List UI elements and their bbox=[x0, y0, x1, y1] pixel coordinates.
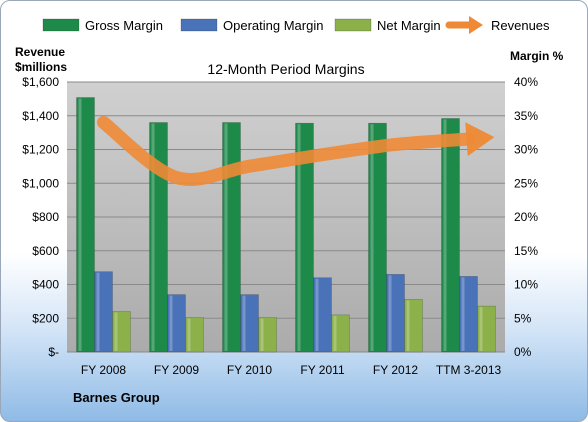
right-tick-label: 10% bbox=[514, 278, 538, 292]
right-tick-label: 20% bbox=[514, 210, 538, 224]
revenue-arrowhead bbox=[465, 122, 495, 157]
x-tick-label: FY 2011 bbox=[300, 363, 345, 377]
bar-highlight bbox=[151, 123, 155, 351]
right-axis-label: Margin % bbox=[510, 49, 564, 63]
legend-arrow-icon bbox=[469, 16, 483, 34]
x-tick-label: FY 2008 bbox=[81, 363, 126, 377]
bar-highlight bbox=[461, 277, 465, 351]
bar-gross-margin bbox=[441, 118, 460, 353]
bar-highlight bbox=[224, 123, 228, 351]
bar-net-margin bbox=[477, 305, 496, 353]
left-tick-label: $1,600 bbox=[22, 75, 59, 89]
x-tick-label: FY 2012 bbox=[373, 363, 418, 377]
bar-highlight bbox=[388, 275, 392, 351]
right-tick-label: 25% bbox=[514, 176, 538, 190]
right-tick-label: 0% bbox=[514, 345, 532, 359]
bar-gross-margin bbox=[222, 122, 241, 353]
bar-highlight bbox=[370, 124, 374, 351]
bar-highlight bbox=[169, 295, 173, 351]
x-tick-label: FY 2009 bbox=[154, 363, 199, 377]
legend: Gross Margin Operating Margin Net Margin Re… bbox=[42, 16, 550, 34]
bar-highlight bbox=[297, 124, 301, 351]
right-tick-label: 35% bbox=[514, 109, 538, 123]
bar-highlight bbox=[260, 318, 264, 351]
right-tick-label: 40% bbox=[514, 75, 538, 89]
revenue-line bbox=[97, 116, 475, 186]
bar-highlight bbox=[406, 300, 410, 351]
bar-net-margin bbox=[258, 317, 277, 353]
bar-highlight bbox=[479, 307, 483, 351]
bar-gross-margin bbox=[295, 122, 314, 353]
left-axis-label-line1: Revenue bbox=[15, 45, 65, 59]
left-axis-label-line2: $millions bbox=[15, 60, 67, 74]
left-tick-label: $800 bbox=[32, 210, 59, 224]
x-tick-label: FY 2010 bbox=[227, 363, 272, 377]
left-tick-label: $600 bbox=[32, 244, 59, 258]
legend-label-operating-margin: Operating Margin bbox=[223, 18, 323, 33]
left-tick-label: $1,000 bbox=[22, 176, 59, 190]
x-tick-label: TTM 3-2013 bbox=[436, 363, 502, 377]
legend-label-revenues: Revenues bbox=[491, 18, 550, 33]
left-tick-label: $1,400 bbox=[22, 109, 59, 123]
left-axis-ticks: $- $200 $400 $600 $800 $1,000 $1,200 $1,400 $1,6… bbox=[22, 75, 59, 359]
bar-net-margin bbox=[112, 311, 131, 353]
bar-net-margin bbox=[331, 314, 350, 353]
left-tick-label: $- bbox=[48, 345, 59, 359]
bar-highlight bbox=[315, 278, 319, 351]
right-tick-label: 15% bbox=[514, 244, 538, 258]
right-tick-label: 30% bbox=[514, 143, 538, 157]
bar-highlight bbox=[96, 272, 100, 351]
bar-net-margin bbox=[185, 317, 204, 353]
bar-gross-margin bbox=[149, 122, 168, 353]
bar-highlight bbox=[114, 312, 118, 351]
legend-label-net-margin: Net Margin bbox=[377, 18, 441, 33]
chart-title: 12-Month Period Margins bbox=[207, 61, 364, 77]
bar-gross-margin bbox=[76, 97, 95, 353]
left-tick-label: $1,200 bbox=[22, 143, 59, 157]
right-tick-label: 5% bbox=[514, 311, 532, 325]
company-label: Barnes Group bbox=[73, 390, 160, 405]
revenue-series bbox=[97, 116, 495, 186]
bar-net-margin bbox=[404, 299, 423, 353]
x-axis-ticks: FY 2008 FY 2009 FY 2010 FY 2011 FY 2012 TTM 3… bbox=[81, 363, 502, 377]
bar-highlight bbox=[187, 318, 191, 351]
legend-label-gross-margin: Gross Margin bbox=[85, 18, 163, 33]
right-axis-ticks: 0% 5% 10% 15% 20% 25% 30% 35% 40% bbox=[514, 75, 538, 359]
legend-swatch-net-margin bbox=[334, 18, 372, 32]
bar-highlight bbox=[242, 295, 246, 351]
left-tick-label: $200 bbox=[32, 311, 59, 325]
bar-highlight bbox=[333, 315, 337, 351]
legend-swatch-operating-margin bbox=[180, 18, 218, 32]
bars bbox=[76, 97, 496, 353]
bar-gross-margin bbox=[368, 122, 387, 353]
bar-highlight bbox=[443, 119, 447, 351]
left-tick-label: $400 bbox=[32, 278, 59, 292]
bar-highlight bbox=[78, 98, 82, 352]
legend-swatch-gross-margin bbox=[42, 18, 80, 32]
